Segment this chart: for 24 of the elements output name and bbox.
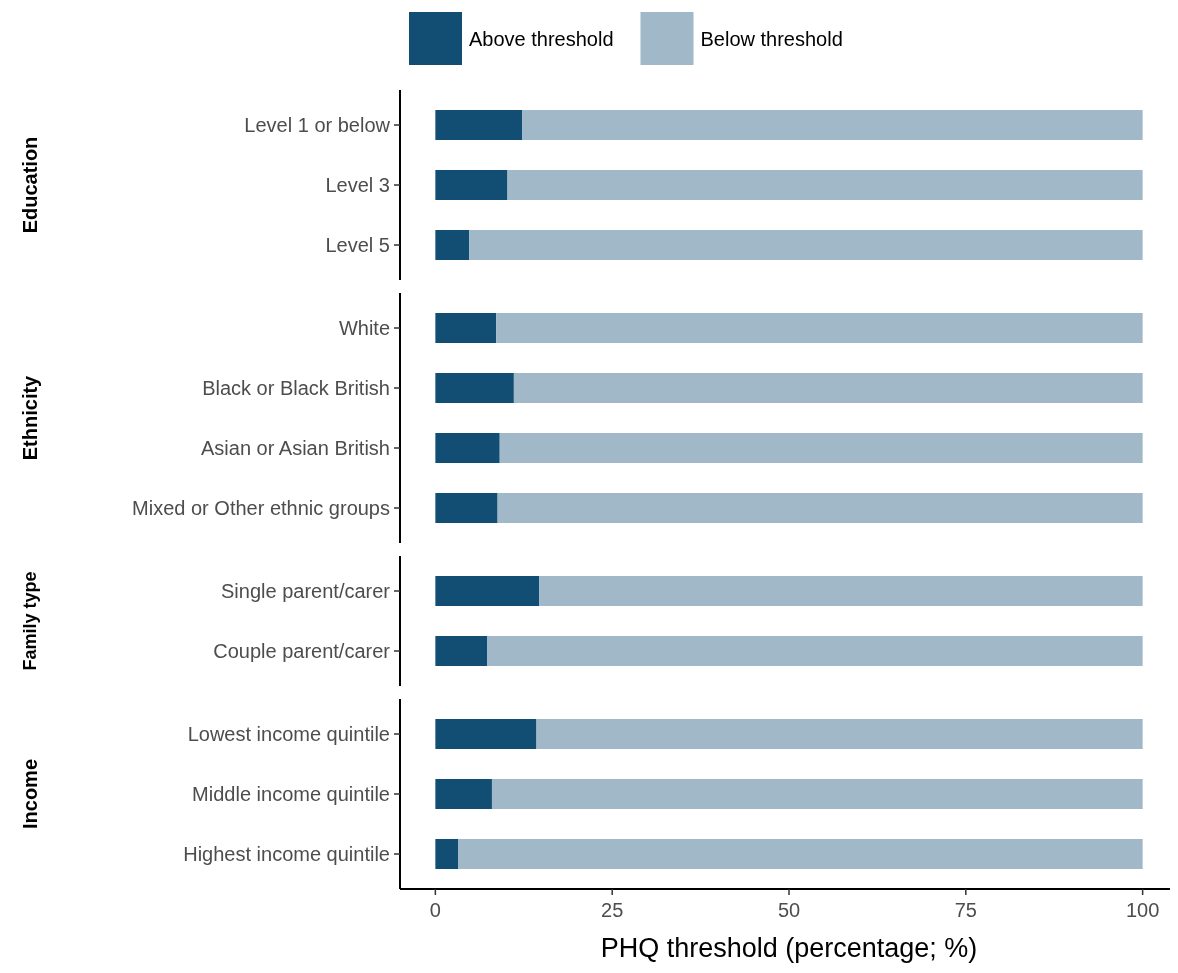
text: Above threshold [469,28,614,50]
y-tick-label: Mixed or Other ethnic groups [132,497,390,519]
x-tick-label: 75 [954,899,977,921]
y-tick-label: Single parent/carer [221,580,391,602]
y-tick-label: Asian or Asian British [201,437,390,459]
y-tick-label: Level 3 [325,174,390,196]
text: Ethnicity [19,374,41,461]
y-tick-label: Level 5 [325,234,390,256]
y-tick-label: Lowest income quintile [187,723,390,745]
y-tick-label: Middle income quintile [192,783,390,805]
y-tick-label: Black or Black British [202,377,390,399]
text: Education [19,136,41,234]
x-tick-label: 0 [429,899,441,921]
x-tick-label: 50 [777,899,801,921]
text: Income [19,758,41,830]
x-axis-title: PHQ threshold (percentage; %) [600,933,978,963]
text: Family type [20,571,41,671]
y-tick-label: White [338,317,390,339]
text: Below threshold [700,28,843,50]
y-tick-label: Level 1 or below [244,114,391,136]
x-tick-label: 100 [1125,899,1160,921]
y-tick-label: Couple parent/carer [213,640,391,662]
x-tick-label: 25 [601,899,624,921]
y-tick-label: Highest income quintile [183,843,390,865]
